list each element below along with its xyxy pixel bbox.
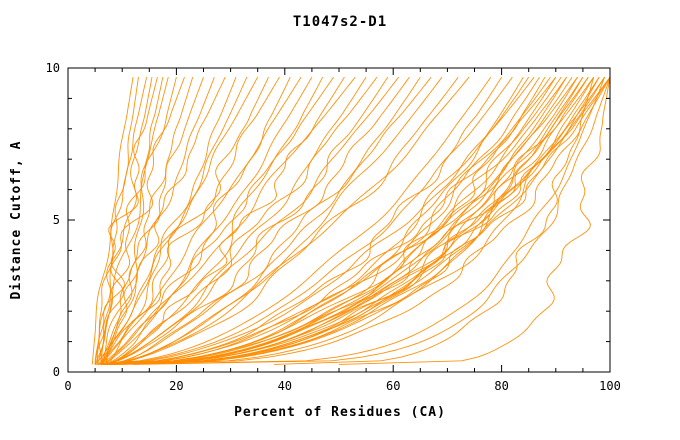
model-curve (338, 77, 610, 365)
model-curve (102, 76, 215, 365)
x-tick-label: 40 (278, 379, 292, 393)
model-curve (105, 76, 399, 365)
model-curve (116, 76, 610, 365)
model-curve (105, 76, 605, 365)
model-curve (105, 76, 204, 365)
x-tick-label: 20 (169, 379, 183, 393)
model-curve (97, 76, 513, 365)
model-curves-layer (91, 76, 610, 365)
model-curve (105, 76, 557, 365)
model-curve (105, 76, 546, 365)
model-curve (97, 77, 153, 365)
model-curve (103, 76, 573, 365)
y-tick-label: 10 (46, 61, 60, 75)
model-curve (111, 76, 443, 365)
model-curve (273, 76, 595, 365)
model-curve (103, 76, 540, 365)
model-curve (102, 76, 313, 365)
model-curve (97, 76, 269, 365)
model-curve (108, 76, 378, 365)
model-curve (102, 76, 177, 365)
model-curve (105, 76, 421, 365)
x-tick-label: 80 (494, 379, 508, 393)
chart-title: T1047s2-D1 (293, 14, 387, 30)
model-curve (108, 76, 578, 365)
model-curve (105, 76, 595, 365)
model-curve (111, 76, 610, 365)
model-curve (114, 76, 600, 365)
model-curve (105, 76, 530, 365)
model-curve (100, 76, 535, 365)
x-axis-label: Percent of Residues (CA) (234, 405, 446, 420)
model-curve (105, 76, 226, 365)
model-curve (111, 76, 567, 365)
model-curve (116, 76, 610, 365)
model-curve (100, 76, 502, 365)
y-axis-label: Distance Cutoff, A (9, 141, 24, 300)
model-curve (108, 76, 557, 365)
axes-layer: 0 20 40 60 80 100 0 5 10 (46, 61, 621, 393)
x-tick-label: 60 (386, 379, 400, 393)
model-curve (102, 76, 356, 365)
model-curve (100, 76, 389, 365)
model-curve (105, 76, 567, 365)
model-curve (105, 76, 470, 365)
x-tick-label: 0 (64, 379, 71, 393)
model-curve (105, 76, 345, 365)
model-curve (105, 76, 324, 365)
model-curve (105, 76, 367, 365)
model-curve (94, 77, 139, 365)
model-curve (95, 76, 492, 365)
model-curve (94, 77, 164, 365)
model-curve (100, 76, 280, 365)
model-curve (132, 76, 610, 365)
model-curve (100, 76, 302, 365)
model-curve (98, 76, 158, 365)
model-curve (108, 76, 595, 365)
model-curve (91, 77, 134, 365)
model-curve (100, 76, 169, 365)
model-curve (103, 76, 459, 365)
model-curve (96, 76, 185, 365)
model-curve (100, 76, 259, 365)
x-tick-label: 100 (599, 379, 621, 393)
model-curve (111, 76, 410, 365)
y-tick-label: 0 (53, 365, 60, 379)
model-curve (122, 76, 606, 365)
model-curve (111, 76, 605, 365)
model-curve (100, 76, 334, 365)
y-tick-label: 5 (53, 213, 60, 227)
model-curve (100, 76, 524, 365)
model-curve (108, 76, 432, 365)
